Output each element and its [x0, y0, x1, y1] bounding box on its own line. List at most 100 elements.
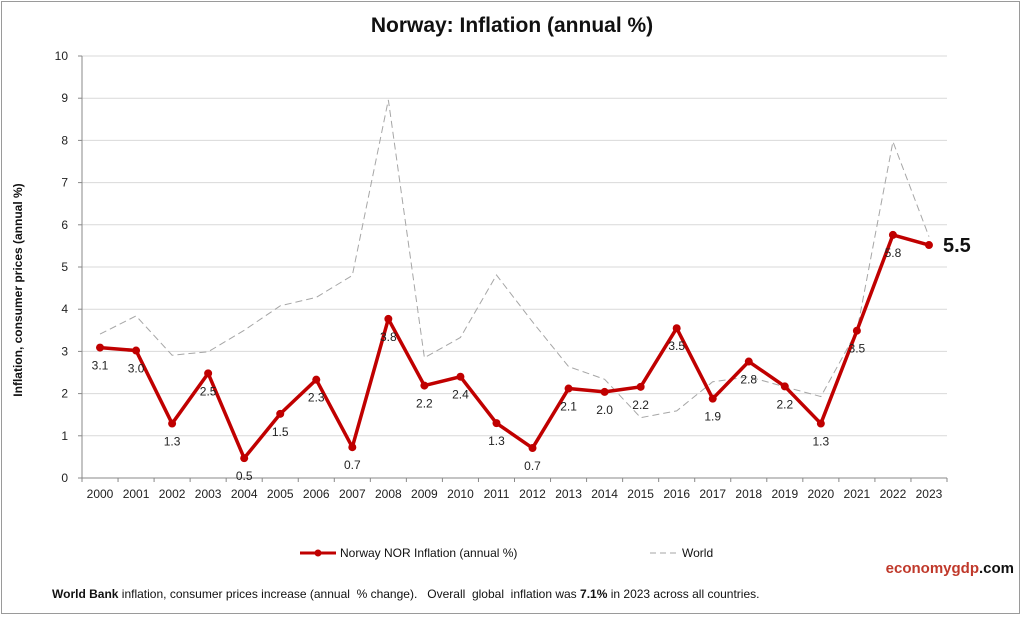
x-tick-label: 2007 [339, 487, 366, 501]
data-label: 3.8 [380, 330, 397, 344]
x-tick-label: 2000 [87, 487, 114, 501]
x-tick-label: 2008 [375, 487, 402, 501]
data-label: 3.1 [92, 359, 109, 373]
data-label: 0.7 [344, 458, 361, 472]
data-label: 3.5 [849, 342, 866, 356]
x-tick-label: 2018 [735, 487, 762, 501]
x-tick-label: 2004 [231, 487, 258, 501]
x-tick-label: 2019 [771, 487, 798, 501]
data-point-norway [312, 375, 321, 384]
data-label: 3.0 [128, 362, 145, 376]
x-tick-label: 2006 [303, 487, 330, 501]
data-point-norway [600, 387, 609, 396]
data-label: 2.8 [740, 373, 757, 387]
series-line-norway [99, 233, 930, 460]
footer-source: World Bank [52, 587, 119, 601]
x-tick-label: 2002 [159, 487, 186, 501]
legend-marker-world [650, 552, 676, 554]
data-label: 1.3 [488, 434, 505, 448]
data-point-norway [168, 419, 177, 428]
data-label: 2.2 [416, 397, 433, 411]
y-tick-label: 3 [61, 344, 68, 358]
y-tick-label: 5 [61, 260, 68, 274]
y-tick-label: 0 [61, 471, 68, 485]
data-label: 3.5 [668, 339, 685, 353]
data-label: 2.2 [776, 397, 793, 411]
x-tick-label: 2010 [447, 487, 474, 501]
data-point-norway [672, 324, 681, 333]
data-point-norway [564, 384, 573, 393]
data-point-norway [420, 381, 429, 390]
footer-text1: inflation, consumer prices increase (ann… [118, 587, 581, 601]
data-label: 1.9 [704, 410, 721, 424]
data-point-norway [888, 230, 897, 239]
x-tick-label: 2021 [844, 487, 871, 501]
x-tick-label: 2013 [555, 487, 582, 501]
x-tick-label: 2014 [591, 487, 618, 501]
data-point-norway [780, 382, 789, 391]
data-label-latest: 5.5 [943, 235, 971, 257]
data-point-norway [384, 314, 393, 323]
data-point-norway [636, 382, 645, 391]
brand-logo: economygdp.com [886, 560, 1014, 577]
data-label: 1.5 [272, 425, 289, 439]
data-point-norway [708, 394, 717, 403]
data-label: 5.8 [885, 246, 902, 260]
data-label: 2.0 [596, 403, 613, 417]
data-point-norway [132, 346, 141, 355]
x-tick-label: 2005 [267, 487, 294, 501]
data-label: 2.5 [200, 384, 217, 398]
data-label: 0.5 [236, 469, 253, 483]
data-label: 1.3 [164, 435, 181, 449]
legend-label-world: World [682, 546, 714, 560]
x-tick-label: 2003 [195, 487, 222, 501]
data-point-norway [456, 372, 465, 381]
x-tick-label: 2020 [808, 487, 835, 501]
y-tick-label: 6 [61, 218, 68, 232]
data-label: 2.1 [560, 400, 577, 414]
data-point-norway [852, 326, 861, 335]
data-point-norway [240, 454, 249, 463]
legend-item-world: World [648, 546, 713, 560]
data-label: 2.4 [452, 388, 469, 402]
data-point-norway [276, 409, 285, 418]
footer-global-value: 7.1% [580, 587, 608, 601]
brand-tld: .com [978, 560, 1014, 577]
data-label: 1.3 [813, 435, 830, 449]
data-point-norway [204, 369, 213, 378]
x-tick-label: 2022 [880, 487, 907, 501]
data-point-norway [924, 241, 933, 250]
y-tick-label: 4 [61, 302, 68, 316]
footer-text2: in 2023 across all countries. [607, 587, 760, 601]
series-line-world [99, 99, 930, 419]
data-point-norway [348, 443, 357, 452]
data-label: 2.3 [308, 391, 325, 405]
data-point-norway [816, 419, 825, 428]
x-tick-label: 2009 [411, 487, 438, 501]
data-point-norway [528, 444, 537, 453]
legend-marker-norway [300, 549, 336, 557]
chart-title: Norway: Inflation (annual %) [370, 14, 654, 37]
x-tick-label: 2017 [699, 487, 726, 501]
y-tick-label: 2 [61, 387, 68, 401]
y-tick-label: 10 [55, 49, 69, 63]
x-tick-label: 2011 [484, 487, 510, 501]
y-tick-label: 7 [61, 176, 68, 190]
footer-note: World Bank inflation, consumer prices in… [52, 587, 759, 601]
x-tick-label: 2012 [519, 487, 546, 501]
x-tick-label: 2015 [627, 487, 654, 501]
data-point-norway [492, 419, 501, 428]
x-tick-label: 2016 [663, 487, 690, 501]
legend-label-norway: Norway NOR Inflation (annual %) [340, 546, 518, 560]
data-point-norway [744, 357, 753, 366]
x-tick-label: 2023 [916, 487, 943, 501]
legend-item-norway: Norway NOR Inflation (annual %) [300, 546, 517, 560]
y-tick-label: 1 [61, 429, 68, 443]
y-tick-label: 8 [61, 133, 68, 147]
data-point-norway [96, 343, 105, 352]
data-label: 0.7 [524, 459, 541, 473]
brand-name: economygdp [885, 560, 979, 577]
data-label: 2.2 [632, 398, 649, 412]
